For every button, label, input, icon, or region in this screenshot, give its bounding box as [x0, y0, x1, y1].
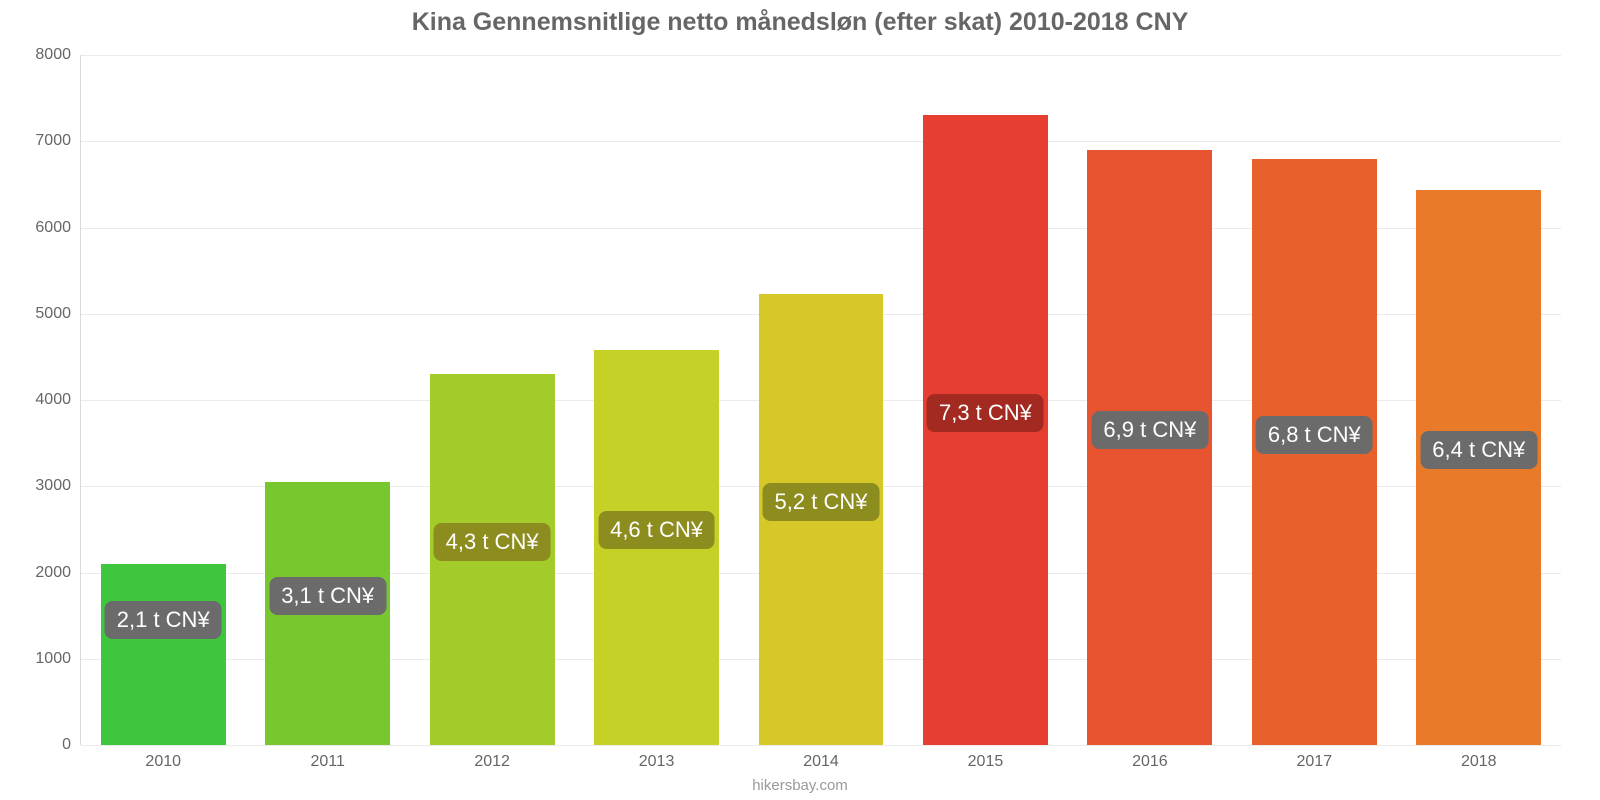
bar-value-label: 6,9 t CN¥: [1091, 411, 1208, 449]
bar-value-label: 5,2 t CN¥: [763, 483, 880, 521]
bar-value-label: 3,1 t CN¥: [269, 577, 386, 615]
chart-container: Kina Gennemsnitlige netto månedsløn (eft…: [0, 0, 1600, 800]
x-tick-label: 2018: [1461, 745, 1497, 771]
x-tick-label: 2013: [639, 745, 675, 771]
gridline: [81, 55, 1561, 56]
bar-value-label: 4,3 t CN¥: [434, 523, 551, 561]
bar-value-label: 2,1 t CN¥: [105, 601, 222, 639]
y-tick-label: 0: [62, 736, 81, 754]
x-tick-label: 2014: [803, 745, 839, 771]
plot-area: 01000200030004000500060007000800020102,1…: [80, 55, 1561, 745]
gridline: [81, 141, 1561, 142]
x-tick-label: 2017: [1297, 745, 1333, 771]
bar-value-label: 6,4 t CN¥: [1420, 431, 1537, 469]
bar-value-label: 4,6 t CN¥: [598, 511, 715, 549]
y-tick-label: 2000: [35, 564, 81, 582]
y-tick-label: 4000: [35, 391, 81, 409]
x-tick-label: 2012: [474, 745, 510, 771]
y-tick-label: 3000: [35, 477, 81, 495]
x-tick-label: 2016: [1132, 745, 1168, 771]
y-tick-label: 7000: [35, 132, 81, 150]
y-tick-label: 1000: [35, 650, 81, 668]
chart-title: Kina Gennemsnitlige netto månedsløn (eft…: [0, 8, 1600, 37]
y-tick-label: 6000: [35, 219, 81, 237]
bar-value-label: 7,3 t CN¥: [927, 394, 1044, 432]
bar-value-label: 6,8 t CN¥: [1256, 416, 1373, 454]
x-tick-label: 2010: [145, 745, 181, 771]
y-tick-label: 8000: [35, 46, 81, 64]
bar: [101, 564, 226, 745]
chart-credit: hikersbay.com: [0, 777, 1600, 794]
x-tick-label: 2011: [310, 745, 344, 771]
x-tick-label: 2015: [968, 745, 1004, 771]
y-tick-label: 5000: [35, 305, 81, 323]
